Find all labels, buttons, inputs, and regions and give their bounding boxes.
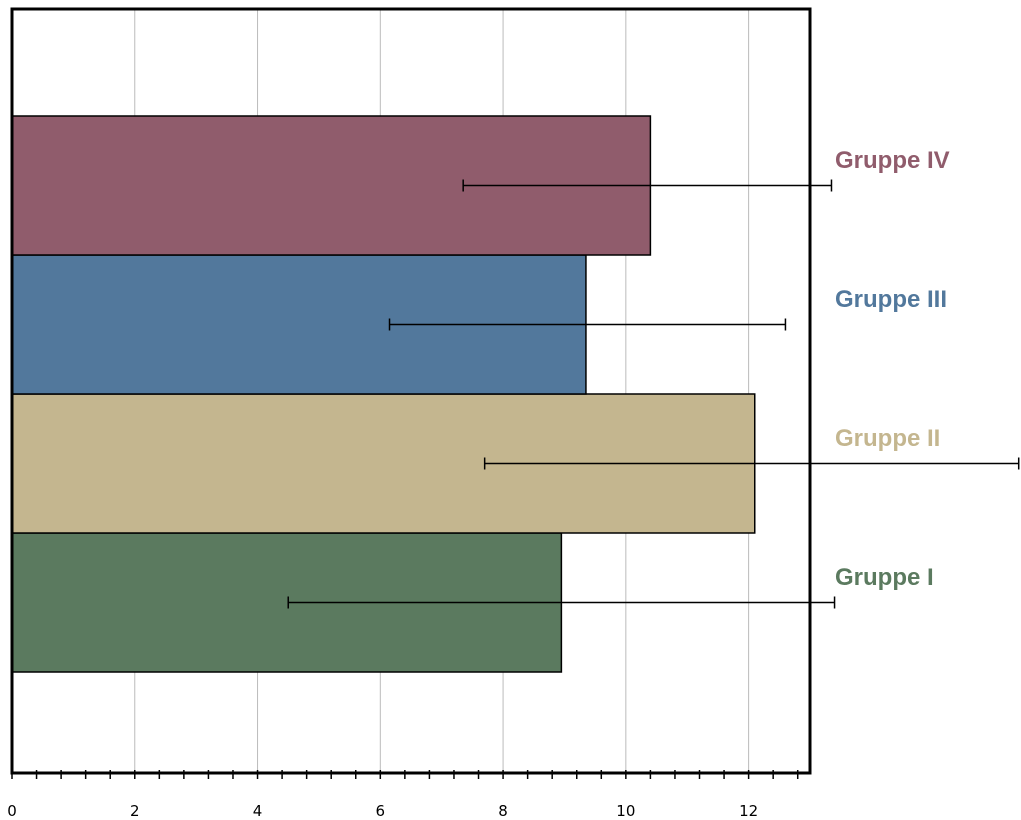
- x-tick-label-3: 6: [376, 802, 386, 820]
- x-tick-label-0: 0: [7, 802, 17, 820]
- group-label-3: Gruppe III: [835, 286, 947, 313]
- x-tick-label-6: 12: [739, 802, 758, 820]
- group-label-4: Gruppe IV: [835, 147, 950, 174]
- x-axis: 0 2 4 6 8 10 12: [7, 770, 799, 820]
- x-tick-label-1: 2: [130, 802, 140, 820]
- group-labels: Gruppe I Gruppe II Gruppe III Gruppe IV: [835, 147, 950, 591]
- x-tick-label-5: 10: [616, 802, 635, 820]
- error-bars-group: [287, 179, 1020, 609]
- x-tick-label-2: 4: [253, 802, 263, 820]
- group-label-2: Gruppe II: [835, 425, 940, 452]
- x-tick-label-4: 8: [498, 802, 508, 820]
- bars-group: [11, 115, 756, 673]
- group-label-1: Gruppe I: [835, 564, 934, 591]
- plot-frame: [10, 7, 812, 775]
